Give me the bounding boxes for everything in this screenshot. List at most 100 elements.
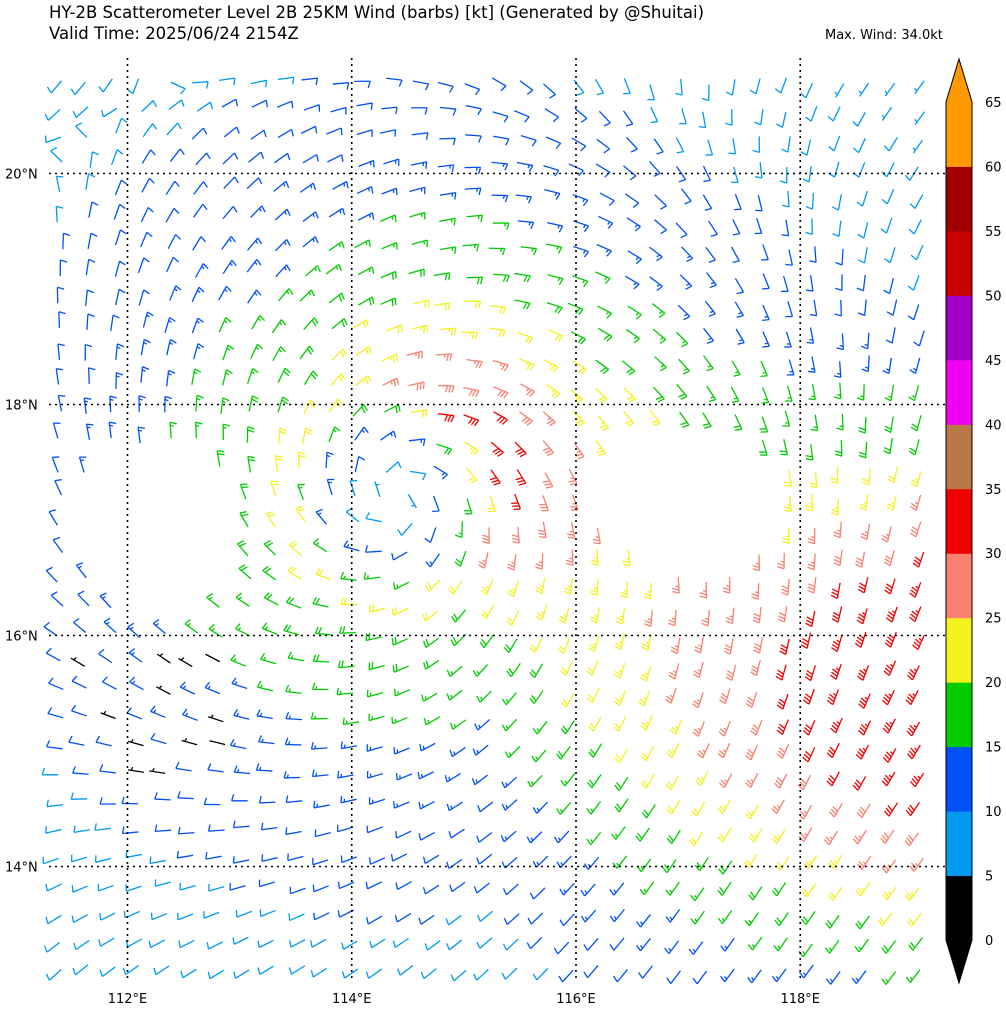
wind-barb [908,439,920,456]
wind-barb [465,104,482,116]
wind-barb [478,552,489,569]
wind-barb [906,665,920,681]
wind-barb [572,360,588,375]
wind-barb [644,610,653,628]
wind-barb [748,886,763,901]
max-wind-label: Max. Wind: 34.0kt [825,28,943,43]
wind-barb [449,881,466,893]
wind-barb [720,937,735,952]
colorbar-tick-label: 10 [985,805,1002,820]
wind-barb [341,968,359,979]
wind-barb [722,577,731,594]
wind-barb [856,803,871,818]
wind-barb [52,422,61,439]
wind-barb [99,592,112,609]
wind-barb [365,881,383,890]
wind-barb [110,314,120,331]
wind-barb [668,663,680,680]
wind-barb [138,289,150,306]
wind-barb [826,742,840,759]
wind-barb [165,180,180,196]
wind-barb [854,631,867,648]
wind-barb [127,622,141,639]
wind-barb [257,965,274,975]
wind-barb [805,610,816,628]
wind-barb [340,597,357,606]
wind-barb [46,799,63,808]
wind-barb [184,619,199,634]
wind-barb [302,211,319,223]
wind-barb [110,149,124,165]
wind-barb [304,265,321,277]
wind-barb [595,271,611,285]
wind-barb [271,319,287,334]
wind-barb [613,716,627,732]
wind-barb [178,657,193,668]
wind-barb [587,774,602,789]
wind-barb [829,802,843,818]
wind-barb [156,653,171,664]
wind-barb [422,610,439,622]
wind-barb [909,582,922,598]
wind-barb [177,791,194,800]
wind-barb [882,357,892,375]
wind-barb [232,820,250,829]
wind-barb [745,745,758,761]
wind-barb [650,106,659,124]
wind-barb [692,692,704,709]
wind-barb [365,512,382,523]
wind-barb [653,386,665,403]
wind-barb [807,527,816,545]
wind-barb [270,480,279,497]
wind-barb [852,111,866,127]
wind-barb [881,526,892,543]
wind-barb [652,328,667,344]
wind-barb [825,914,840,929]
wind-barb [529,637,543,653]
wind-barb [501,856,518,869]
wind-barb [855,915,870,930]
wind-barb [368,604,386,613]
wind-barb [476,690,492,703]
wind-barb [824,939,840,954]
wind-barb [559,882,575,896]
wind-barb [887,466,898,484]
wind-barb [666,800,681,815]
wind-barb [278,288,294,302]
wind-barb [418,800,435,810]
wind-barb [705,272,717,289]
wind-barb [532,967,549,981]
wind-barb [511,527,520,544]
wind-barb [166,339,177,356]
wind-barb [691,801,706,817]
wind-barb [231,677,248,690]
wind-barb [277,427,287,445]
wind-barb [408,438,426,446]
wind-barb [380,430,397,441]
wind-barb [572,193,589,207]
wind-barb [446,689,463,701]
wind-barb [418,914,435,925]
wind-barb [207,824,225,832]
wind-barb [108,421,117,439]
wind-barb [699,581,708,599]
wind-barb [598,110,611,127]
wind-barb [831,635,843,652]
wind-barb [446,801,463,812]
wind-barb [194,421,203,439]
wind-barb [422,854,440,864]
wind-barb [596,138,610,154]
wind-barb [800,632,812,649]
wind-barb [295,505,306,523]
wind-barb [910,471,922,488]
lat-tick-label: 20°N [5,168,38,183]
wind-barb [511,493,521,510]
wind-barb [246,259,262,273]
wind-barb [433,302,451,311]
wind-barb [803,854,818,870]
wind-barb [412,80,430,91]
colorbar-tick-label: 25 [985,612,1002,627]
wind-barb [222,369,233,386]
wind-barb [473,968,489,981]
wind-barb [311,769,329,778]
